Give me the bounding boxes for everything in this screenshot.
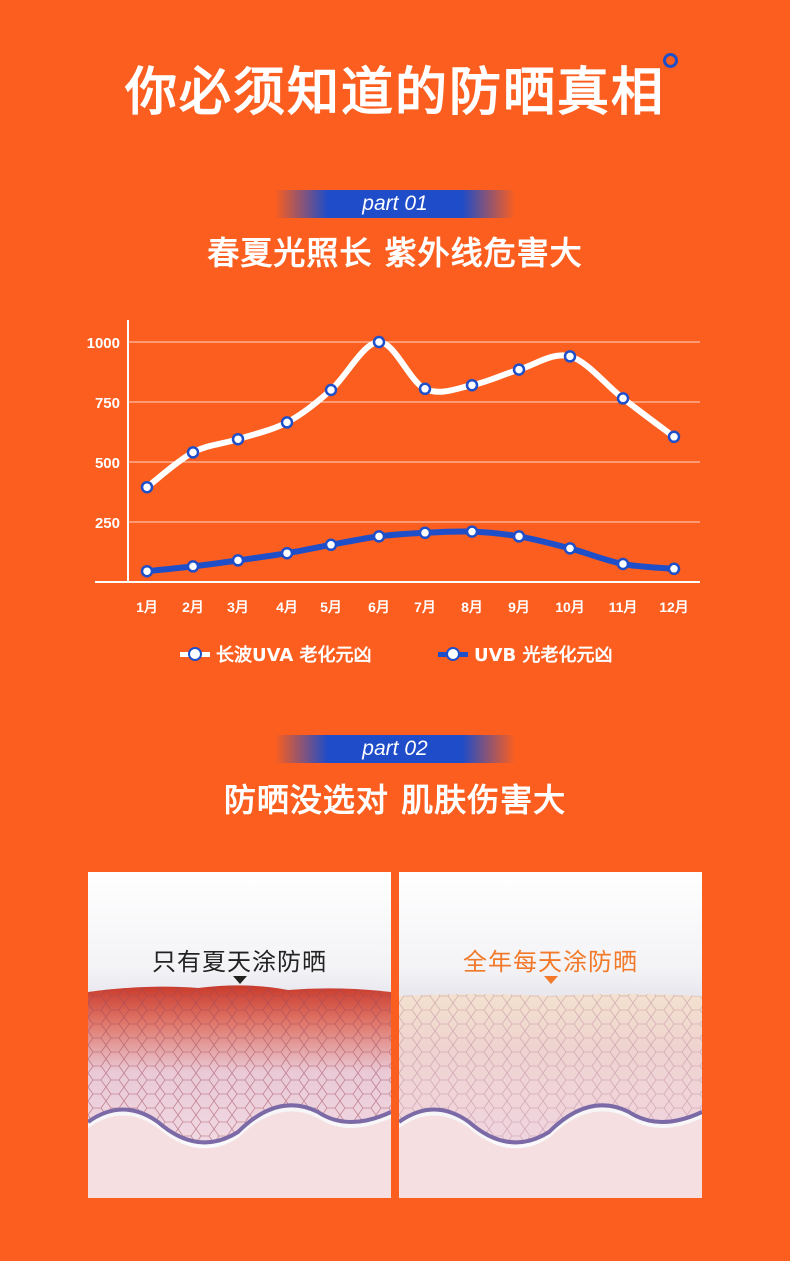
skin-panel-summary-only: 只有夏天涂防晒: [88, 872, 391, 1198]
data-point-uvb: [231, 554, 245, 567]
arrow-down-icon: [233, 976, 247, 984]
data-point-uva: [372, 335, 386, 349]
data-point-uva: [280, 416, 294, 429]
legend-uva-swatch: [180, 644, 210, 664]
skin-label-summary-only: 只有夏天涂防晒: [152, 948, 327, 976]
data-point-uvb: [324, 538, 338, 552]
x-tick-labels: 1月 2月 3月 4月 5月 6月 7月 8月 9月 10月 11月 12月: [136, 599, 689, 615]
chart-series: [140, 335, 681, 578]
data-point-uvb: [563, 542, 577, 555]
y-tick-labels: 1000 750 500 250: [87, 335, 120, 532]
x-tick-label: 3月: [227, 599, 249, 615]
legend-uvb: UVB 光老化元凶: [438, 642, 613, 666]
legend-uvb-swatch: [438, 644, 468, 664]
data-point-uva: [186, 446, 200, 459]
data-point-uva: [140, 480, 154, 494]
x-tick-label: 2月: [182, 599, 204, 615]
data-point-uva: [616, 392, 630, 405]
data-point-uva: [465, 378, 479, 392]
x-tick-label: 12月: [659, 599, 689, 615]
data-point-uva: [231, 432, 245, 446]
data-point-uvb: [418, 526, 432, 540]
data-point-uvb: [186, 560, 200, 573]
part-02-title: 防晒没选对 肌肤伤害大: [223, 781, 567, 819]
x-tick-label: 1月: [136, 599, 158, 615]
arrow-down-icon: [544, 976, 558, 984]
data-point-uva: [418, 382, 432, 396]
data-point-uva: [667, 430, 681, 444]
y-tick-label: 250: [95, 515, 120, 532]
data-point-uvb: [512, 530, 526, 543]
skin-label-all-year: 全年每天涂防晒: [463, 948, 638, 976]
part-01-tag: part 01: [275, 190, 515, 218]
title-circle-ornament: [663, 53, 678, 68]
y-tick-label: 1000: [87, 335, 120, 352]
skin-panel-all-year: 全年每天涂防晒: [399, 872, 702, 1198]
legend-uva: 长波UVA 老化元凶: [180, 642, 372, 666]
data-point-uvb: [140, 564, 154, 578]
data-point-uva: [512, 363, 526, 376]
chart-grid: [128, 341, 700, 523]
damaged-skin-illustration: [88, 985, 391, 1198]
x-tick-label: 5月: [320, 599, 342, 615]
legend-uvb-label: UVB 光老化元凶: [474, 645, 613, 666]
x-tick-label: 6月: [368, 599, 390, 615]
x-tick-label: 9月: [508, 599, 530, 615]
data-point-uvb: [280, 546, 294, 560]
part-02-tag: part 02: [275, 735, 515, 763]
data-point-uvb: [465, 525, 479, 538]
uv-line-chart: 1000 750 500 250 1月 2月 3月 4月 5月 6月 7月 8月 9月 10月 11月 12…: [87, 320, 700, 615]
data-point-uva: [563, 350, 577, 363]
x-tick-label: 8月: [461, 599, 483, 615]
x-tick-label: 11月: [609, 599, 638, 615]
y-tick-label: 750: [95, 395, 120, 412]
chart-axes: [95, 320, 700, 583]
x-tick-label: 10月: [555, 599, 585, 615]
healthy-skin-illustration: [399, 994, 702, 1198]
data-point-uvb: [616, 557, 630, 571]
part-01-title: 春夏光照长 紫外线危害大: [207, 234, 583, 272]
x-tick-label: 4月: [276, 599, 298, 615]
legend-uva-label: 长波UVA 老化元凶: [216, 645, 372, 666]
series-line-uvb: [144, 528, 677, 575]
series-line-uva: [144, 338, 677, 491]
y-tick-label: 500: [95, 455, 120, 472]
data-point-uvb: [667, 562, 681, 576]
x-tick-label: 7月: [414, 599, 436, 615]
page-title: 你必须知道的防晒真相: [124, 63, 665, 123]
data-point-uvb: [372, 530, 386, 543]
data-point-uva: [324, 383, 338, 397]
